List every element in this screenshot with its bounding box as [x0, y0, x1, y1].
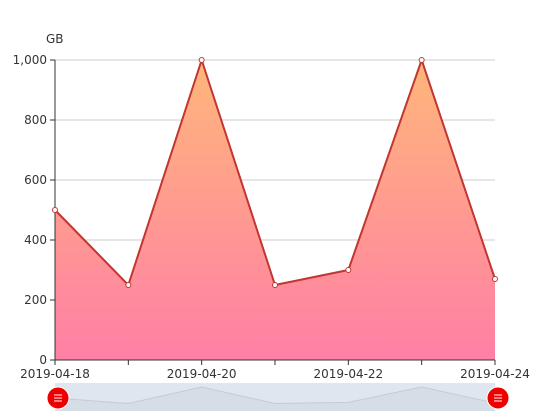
- zoom-slider[interactable]: [46, 383, 510, 411]
- slider-handle-end[interactable]: [486, 386, 510, 410]
- x-tick-label: 2019-04-24: [460, 367, 530, 381]
- slider-preview-line: [54, 386, 496, 405]
- data-points: [52, 57, 498, 288]
- y-tick-label: 200: [24, 293, 47, 307]
- y-tick-label: 0: [39, 353, 47, 367]
- area-series: [54, 59, 496, 360]
- y-axis-unit-label: GB: [46, 32, 64, 46]
- x-tick-label: 2019-04-18: [20, 367, 90, 381]
- data-point: [52, 207, 58, 213]
- data-point: [492, 276, 498, 282]
- y-tick-label: 800: [24, 113, 47, 127]
- data-point: [345, 267, 352, 273]
- x-tick-label: 2019-04-20: [167, 367, 237, 381]
- slider-handle-start[interactable]: [46, 386, 70, 410]
- slider-preview-area: [55, 387, 495, 411]
- area-fill: [55, 60, 495, 360]
- data-point: [418, 57, 425, 63]
- y-tick-label: 1,000: [13, 53, 47, 67]
- y-tick-label: 400: [24, 233, 47, 247]
- x-tick-label: 2019-04-22: [313, 367, 383, 381]
- y-tick-label: 600: [24, 173, 47, 187]
- data-point: [198, 57, 205, 63]
- slider-track[interactable]: [55, 383, 495, 411]
- axes: 0 200 400 600 800 1,000 2019-04-18 2019-04-20 20…: [13, 53, 530, 381]
- data-point: [272, 282, 278, 288]
- data-point: [125, 282, 132, 288]
